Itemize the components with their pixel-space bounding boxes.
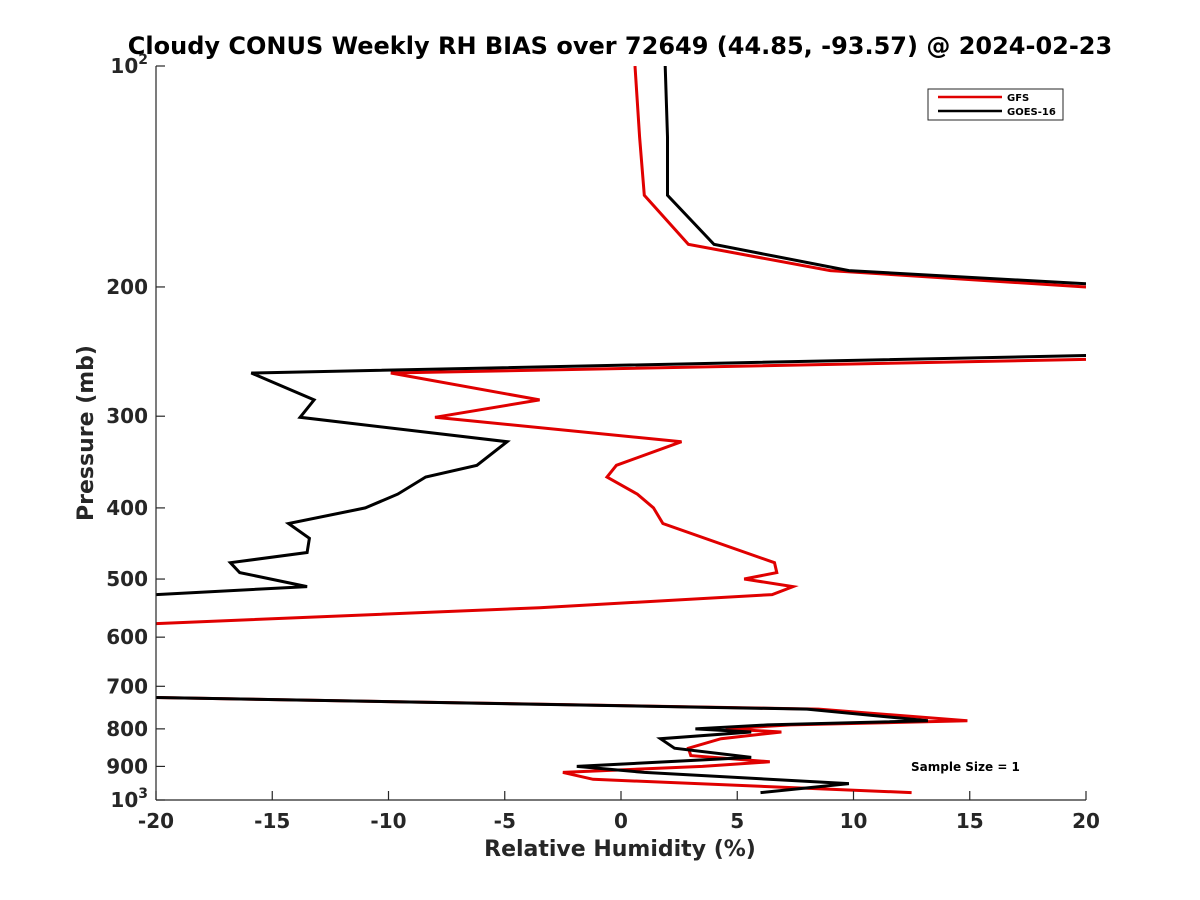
plot-area: -20 -15 -10 -5 0 5 10 15 20 102 200 300 400 500 600 70… bbox=[106, 52, 1100, 833]
legend: GFS GOES-16 bbox=[927, 88, 1064, 121]
x-axis-label: Relative Humidity (%) bbox=[484, 837, 756, 862]
x-tick-label: 20 bbox=[1072, 809, 1100, 833]
legend-label-goes16: GOES-16 bbox=[1007, 107, 1056, 118]
series-goes16-line-2 bbox=[156, 696, 929, 795]
legend-box bbox=[927, 88, 1064, 121]
series-goes16-line-1 bbox=[156, 354, 1086, 597]
y-tick-label: 900 bbox=[106, 754, 148, 778]
x-tick-label: -15 bbox=[254, 809, 290, 833]
y-tick-label: 600 bbox=[106, 625, 148, 649]
x-tick-label: 10 bbox=[840, 809, 868, 833]
y-tick-label: 400 bbox=[106, 496, 148, 520]
x-tick-label: 0 bbox=[614, 809, 628, 833]
x-tick-label: 15 bbox=[956, 809, 984, 833]
series-layer bbox=[156, 66, 1086, 795]
legend-label-gfs: GFS bbox=[1007, 93, 1029, 104]
y-tick-label: 500 bbox=[106, 567, 148, 591]
x-tick-label: 5 bbox=[730, 809, 744, 833]
series-gfs-line-1 bbox=[156, 357, 1086, 626]
y-tick-label: 800 bbox=[106, 717, 148, 741]
y-tick-label: 200 bbox=[106, 275, 148, 299]
y-tick-label: 300 bbox=[106, 404, 148, 428]
x-tick-label: -20 bbox=[138, 809, 174, 833]
x-tick-label: -10 bbox=[370, 809, 406, 833]
sample-size-annotation: Sample Size = 1 bbox=[911, 760, 1020, 774]
y-tick-label: 700 bbox=[106, 674, 148, 698]
y-tick-label: 103 bbox=[110, 786, 148, 812]
y-axis-label: Pressure (mb) bbox=[74, 345, 99, 521]
series-gfs-line-2 bbox=[156, 696, 968, 795]
x-axis-ticks: -20 -15 -10 -5 0 5 10 15 20 bbox=[138, 791, 1100, 833]
x-tick-label: -5 bbox=[494, 809, 516, 833]
chart-title: Cloudy CONUS Weekly RH BIAS over 72649 (… bbox=[128, 32, 1112, 60]
y-tick-label: 102 bbox=[110, 52, 148, 78]
y-axis-ticks: 102 200 300 400 500 600 700 800 900 103 bbox=[106, 52, 165, 812]
series-goes16-line-0 bbox=[663, 66, 1086, 286]
